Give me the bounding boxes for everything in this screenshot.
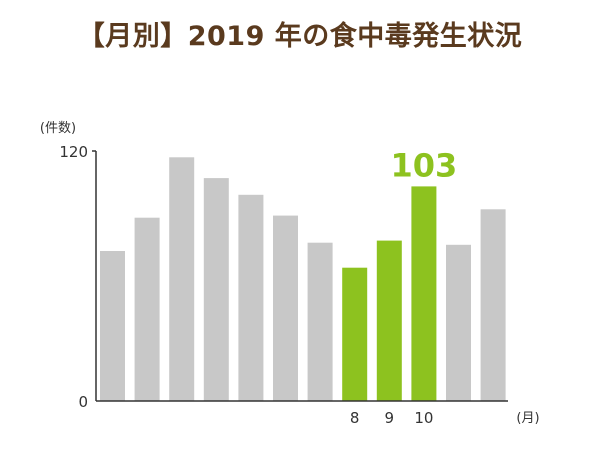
bar-month-4 bbox=[203, 178, 229, 401]
y-axis-unit-label: (件数) bbox=[40, 121, 76, 136]
x-tick-label-month-10: 10 bbox=[414, 409, 433, 427]
bar-month-1 bbox=[100, 251, 125, 401]
x-tick-label-month-8: 8 bbox=[350, 409, 360, 427]
bar-month-5 bbox=[238, 194, 264, 402]
bar-series bbox=[100, 157, 506, 402]
y-tick-label-max: 120 bbox=[59, 143, 88, 161]
chart-title: 【月別】2019 年の食中毒発生状況 bbox=[77, 21, 523, 52]
x-axis-unit-label: (月) bbox=[516, 411, 539, 426]
bar-month-7 bbox=[307, 242, 333, 401]
bar-month-10 bbox=[411, 186, 437, 401]
bar-month-11 bbox=[446, 244, 471, 402]
bar-month-6 bbox=[273, 215, 298, 401]
x-tick-labels: 8 9 10 bbox=[350, 409, 434, 427]
value-labels: 103 bbox=[391, 146, 458, 184]
value-label-month-10: 103 bbox=[391, 146, 458, 184]
bar-month-2 bbox=[134, 217, 160, 401]
y-tick-label-zero: 0 bbox=[78, 393, 88, 411]
bar-month-3 bbox=[169, 157, 195, 402]
x-tick-label-month-9: 9 bbox=[385, 409, 395, 427]
bar-month-8 bbox=[342, 267, 368, 401]
bar-month-9 bbox=[376, 240, 402, 401]
bar-month-12 bbox=[480, 209, 506, 401]
